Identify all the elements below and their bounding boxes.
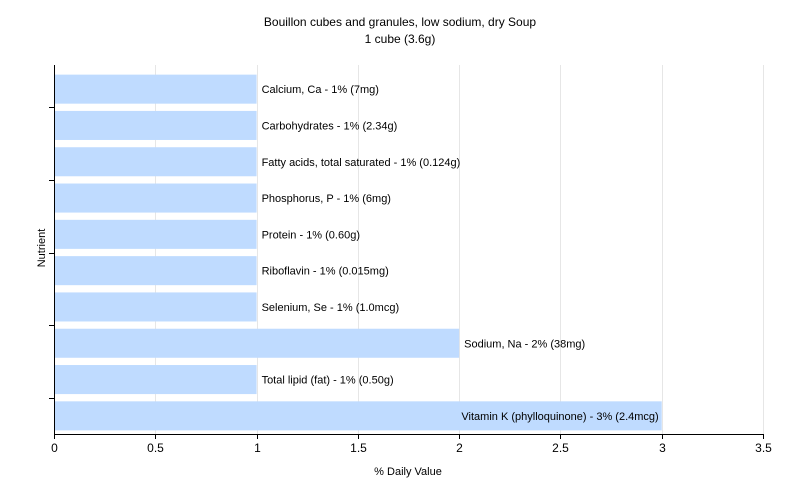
chart-subtitle: 1 cube (3.6g) <box>364 32 436 46</box>
bar <box>55 110 257 140</box>
bar-label: Vitamin K (phylloquinone) - 3% (2.4mcg) <box>461 411 658 423</box>
bar-label: Phosphorus, P - 1% (6mg) <box>262 193 391 205</box>
data-labels: Calcium, Ca - 1% (7mg) Carbohydrates - 1%… <box>262 84 659 423</box>
x-tick-label: 2 <box>456 441 463 455</box>
bar-label: Calcium, Ca - 1% (7mg) <box>262 84 379 96</box>
bar <box>55 256 257 286</box>
x-tick-label: 1.5 <box>350 441 367 455</box>
bar-label: Total lipid (fat) - 1% (0.50g) <box>262 375 394 387</box>
bars <box>55 74 662 431</box>
bar-label: Selenium, Se - 1% (1.0mcg) <box>262 302 400 314</box>
bar-label: Riboflavin - 1% (0.015mg) <box>262 266 389 278</box>
x-axis-label: % Daily Value <box>374 466 442 478</box>
x-tick-label: 3.5 <box>755 441 772 455</box>
bar-label: Sodium, Na - 2% (38mg) <box>464 338 585 350</box>
chart-title-block: Bouillon cubes and granules, low sodium,… <box>0 14 800 48</box>
bar-label: Carbohydrates - 1% (2.34g) <box>262 120 398 132</box>
bar-label: Fatty acids, total saturated - 1% (0.124… <box>262 157 461 169</box>
bar <box>55 74 257 104</box>
x-tick-label: 0 <box>51 441 58 455</box>
bar-label: Protein - 1% (0.60g) <box>262 229 360 241</box>
bar <box>55 183 257 213</box>
x-tick-label: 0.5 <box>147 441 164 455</box>
bar <box>55 219 257 249</box>
bar <box>55 147 257 177</box>
bar <box>55 365 257 395</box>
bar <box>55 328 460 358</box>
bar <box>55 292 257 322</box>
x-tick-label: 2.5 <box>552 441 569 455</box>
axes: 0 0.5 1 1.5 2 2.5 3 3.5 <box>49 65 772 455</box>
bar <box>55 401 662 431</box>
x-tick-label: 3 <box>659 441 666 455</box>
x-tick-label: 1 <box>254 441 261 455</box>
chart-title: Bouillon cubes and granules, low sodium,… <box>263 15 537 29</box>
